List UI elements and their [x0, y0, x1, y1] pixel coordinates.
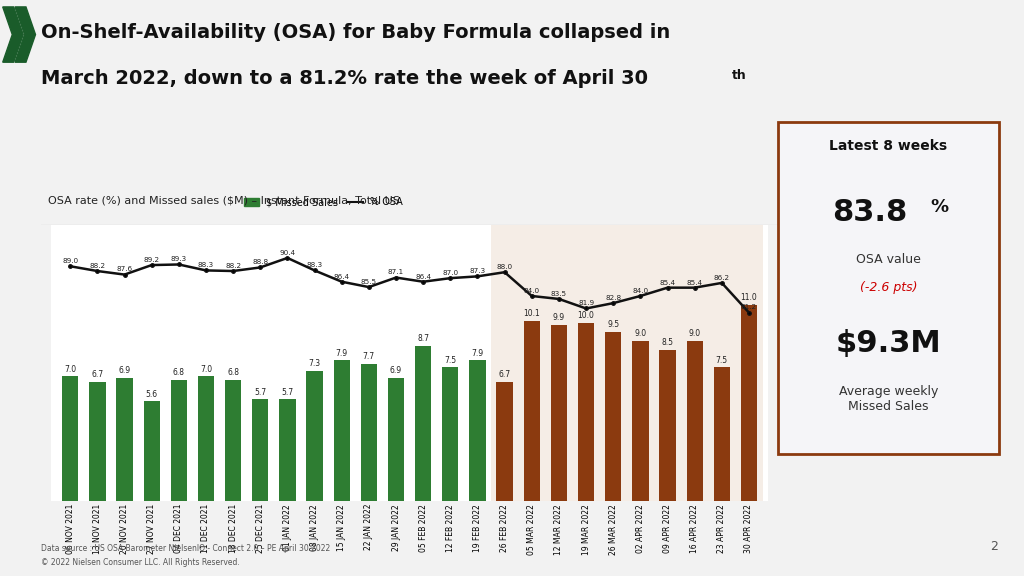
Text: OSA rate (%) and Missed sales ($M) – Instant Formula, Total US: OSA rate (%) and Missed sales ($M) – Ins… [48, 195, 400, 205]
Text: 9.0: 9.0 [634, 329, 646, 338]
Bar [415, 346, 431, 501]
Text: 5.7: 5.7 [254, 388, 266, 397]
Text: 5.7: 5.7 [282, 388, 294, 397]
Text: 81.9: 81.9 [578, 300, 594, 306]
Text: 84.0: 84.0 [523, 288, 540, 294]
Bar [523, 321, 540, 501]
Text: 7.0: 7.0 [200, 365, 212, 374]
Bar [605, 332, 622, 501]
Text: 6.9: 6.9 [119, 366, 131, 376]
Bar [714, 367, 730, 501]
Bar [497, 382, 513, 501]
Bar [740, 305, 757, 501]
Bar [578, 323, 594, 501]
Text: 7.9: 7.9 [471, 348, 483, 358]
Text: 89.2: 89.2 [143, 257, 160, 263]
Bar [280, 399, 296, 501]
Text: 85.4: 85.4 [687, 279, 702, 286]
Bar [469, 360, 485, 501]
Text: 83.5: 83.5 [551, 291, 567, 297]
Text: 6.8: 6.8 [173, 368, 184, 377]
Text: (-2.6 pts): (-2.6 pts) [859, 281, 918, 294]
Text: © 2022 Nielsen Consumer LLC. All Rights Reserved.: © 2022 Nielsen Consumer LLC. All Rights … [41, 558, 240, 567]
Text: 10.1: 10.1 [523, 309, 540, 319]
Text: OSA value: OSA value [856, 253, 921, 267]
Text: $9.3M: $9.3M [836, 329, 941, 358]
Bar [117, 378, 133, 501]
Text: 81.2: 81.2 [741, 305, 757, 310]
Text: 88.2: 88.2 [225, 263, 242, 269]
Text: 7.5: 7.5 [444, 355, 457, 365]
Bar [388, 378, 404, 501]
Bar [89, 382, 105, 501]
Text: 11.0: 11.0 [740, 293, 758, 302]
Text: Data source : US OSA Barometer NielsenIQ - Connect 2.0 – PE April 30 2022: Data source : US OSA Barometer NielsenIQ… [41, 544, 330, 553]
Text: 87.3: 87.3 [469, 268, 485, 274]
Text: 89.0: 89.0 [62, 258, 78, 264]
Polygon shape [15, 7, 36, 62]
Text: 85.4: 85.4 [659, 279, 676, 286]
Text: 85.5: 85.5 [360, 279, 377, 285]
Text: 87.0: 87.0 [442, 270, 459, 276]
Text: 6.9: 6.9 [390, 366, 402, 376]
Text: 88.8: 88.8 [252, 259, 268, 266]
Bar [686, 340, 702, 501]
Text: 6.7: 6.7 [91, 370, 103, 379]
Text: Average weekly
Missed Sales: Average weekly Missed Sales [839, 385, 938, 413]
Text: 9.5: 9.5 [607, 320, 620, 329]
Text: On-Shelf-Availability (OSA) for Baby Formula collapsed in: On-Shelf-Availability (OSA) for Baby For… [41, 23, 671, 42]
Bar [252, 399, 268, 501]
Text: 5.6: 5.6 [145, 389, 158, 399]
Text: 7.9: 7.9 [336, 348, 348, 358]
Text: 88.3: 88.3 [306, 262, 323, 268]
Text: 84.0: 84.0 [633, 288, 648, 294]
Text: 7.3: 7.3 [308, 359, 321, 368]
Text: 2: 2 [990, 540, 998, 553]
Text: th: th [732, 69, 746, 82]
Text: 7.7: 7.7 [362, 352, 375, 361]
Bar [171, 380, 187, 501]
Text: 9.0: 9.0 [688, 329, 700, 338]
FancyBboxPatch shape [778, 122, 999, 454]
Text: 86.4: 86.4 [334, 274, 350, 279]
Text: 87.6: 87.6 [117, 267, 132, 272]
Text: 6.8: 6.8 [227, 368, 240, 377]
Text: 86.2: 86.2 [714, 275, 730, 281]
Bar [659, 350, 676, 501]
Text: 88.0: 88.0 [497, 264, 513, 270]
Polygon shape [3, 7, 24, 62]
Text: 8.7: 8.7 [417, 334, 429, 343]
Text: 8.5: 8.5 [662, 338, 674, 347]
Legend: $ Missed Sales, % OSA: $ Missed Sales, % OSA [240, 194, 408, 211]
Text: %: % [930, 198, 948, 216]
Bar [334, 360, 350, 501]
Text: 7.0: 7.0 [65, 365, 76, 374]
Bar [551, 324, 567, 501]
Text: 6.7: 6.7 [499, 370, 511, 379]
Text: 83.8: 83.8 [833, 198, 907, 227]
Bar [492, 225, 763, 501]
Text: 89.3: 89.3 [171, 256, 186, 262]
Text: 9.9: 9.9 [553, 313, 565, 322]
Text: 7.5: 7.5 [716, 355, 728, 365]
Bar [62, 376, 79, 501]
Text: 86.4: 86.4 [415, 274, 431, 279]
Text: 87.1: 87.1 [388, 270, 404, 275]
Text: March 2022, down to a 81.2% rate the week of April 30: March 2022, down to a 81.2% rate the wee… [41, 69, 648, 88]
Bar [442, 367, 459, 501]
Bar [632, 340, 648, 501]
Text: 90.4: 90.4 [280, 250, 296, 256]
Text: Latest 8 weeks: Latest 8 weeks [829, 139, 947, 153]
Text: 88.3: 88.3 [198, 262, 214, 268]
Bar [306, 371, 323, 501]
Text: 10.0: 10.0 [578, 311, 595, 320]
Bar [225, 380, 242, 501]
Text: 82.8: 82.8 [605, 295, 622, 301]
Text: 88.2: 88.2 [89, 263, 105, 269]
Bar [360, 364, 377, 501]
Bar [143, 401, 160, 501]
Bar [198, 376, 214, 501]
